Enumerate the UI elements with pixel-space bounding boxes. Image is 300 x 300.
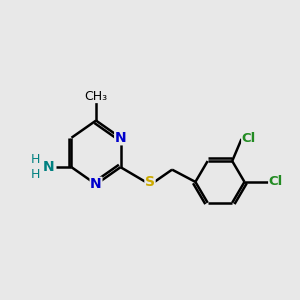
Text: N: N [90, 177, 102, 191]
Text: H: H [31, 153, 40, 166]
Text: CH₃: CH₃ [85, 89, 108, 103]
Text: H: H [31, 168, 40, 181]
Text: S: S [145, 175, 155, 189]
Text: N: N [43, 160, 55, 174]
Text: Cl: Cl [269, 176, 283, 188]
Text: N: N [115, 131, 126, 145]
Text: Cl: Cl [242, 133, 256, 146]
